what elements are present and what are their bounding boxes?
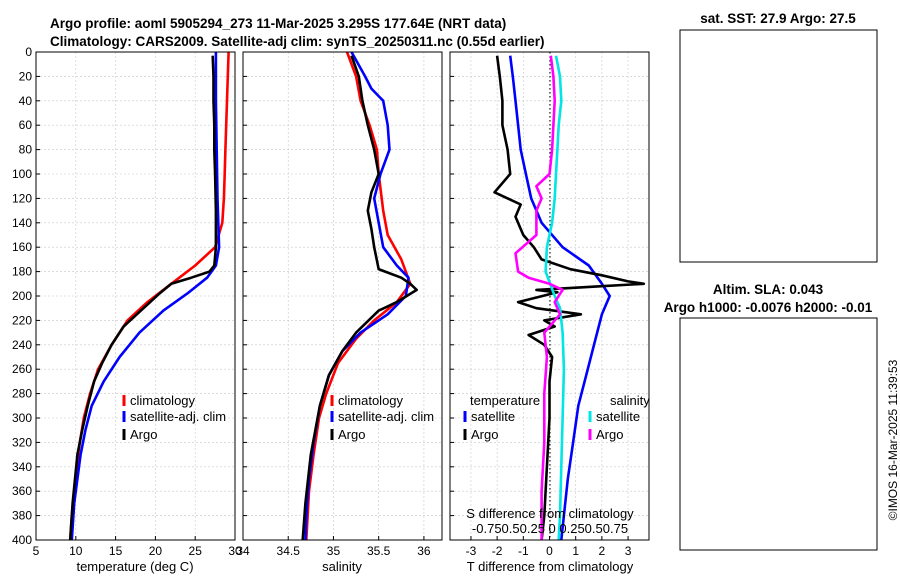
s-difference-xlabel: S difference from climatology	[466, 506, 634, 521]
x-tick-label: 3	[625, 544, 632, 558]
difference-panel: -3 -2 -1 0 1 2 3 T difference from climatology…	[449, 51, 650, 574]
x-tick-label: 34.5	[277, 544, 301, 558]
salinity-xlabel: salinity	[322, 559, 362, 574]
legend-label: Argo	[338, 427, 365, 442]
legend-label: satellite-adj. clim	[338, 409, 434, 424]
x-tick-label: 5	[33, 544, 40, 558]
x-tick-label: -1	[518, 544, 529, 558]
legend-label: climatology	[130, 393, 196, 408]
x-tick-label: 1	[572, 544, 579, 558]
x-tick-label: 10	[69, 544, 83, 558]
legend-label: climatology	[338, 393, 404, 408]
x-tick-label: 35.5	[367, 544, 391, 558]
legend-label: satellite	[471, 409, 515, 424]
legend-label: Argo	[471, 427, 498, 442]
x-tick-label: 36	[417, 544, 431, 558]
series-t-argo	[493, 55, 646, 541]
imos-timestamp: ©IMOS 16-Mar-2025 11:39:53	[886, 359, 900, 520]
figure-title-2: Climatology: CARS2009. Satellite-adj cli…	[50, 34, 544, 49]
y-tick-label: 260	[12, 362, 32, 376]
series-s-satellite	[544, 55, 566, 541]
x-tick-label: -3	[466, 544, 477, 558]
series-s-argo	[514, 55, 564, 540]
figure-title-1: Argo profile: aoml 5905294_273 11-Mar-20…	[50, 16, 506, 31]
temperature-panel: 0 20 40 60 80 100 120 140 160 180 200 220 240 260 280 3…	[12, 45, 242, 574]
difference-legend: temperature salinitysatelliteArgosatellit…	[463, 393, 650, 442]
x-tick-label: 34	[236, 544, 250, 558]
sla-map-title: Altim. SLA: 0.043	[713, 282, 824, 297]
legend-label: Argo	[130, 427, 157, 442]
series-climatology	[305, 51, 412, 541]
legend-label: Argo	[596, 427, 623, 442]
y-tick-label: 320	[12, 435, 32, 449]
y-tick-label: 180	[12, 265, 32, 279]
legend-header-temperature: temperature	[470, 393, 540, 408]
x-tick-label: 30	[228, 544, 242, 558]
x-tick-label: 20	[149, 544, 163, 558]
sst-map-panel	[679, 29, 878, 263]
y-tick-label: 80	[19, 143, 33, 157]
series-argo	[301, 55, 419, 541]
difference-xlabel: T difference from climatology	[467, 559, 634, 574]
sst-map-title: sat. SST: 27.9 Argo: 27.5	[700, 11, 856, 26]
x-tick-label: -2	[492, 544, 503, 558]
series-argo	[68, 55, 218, 541]
y-tick-label: 400	[12, 533, 32, 547]
y-tick-label: 340	[12, 460, 32, 474]
y-tick-label: 200	[12, 289, 32, 303]
series-satellite-adj-clim	[70, 52, 221, 541]
sst-map-frame	[679, 29, 878, 263]
x-tick-label: 2	[599, 544, 606, 558]
x-tick-label: 0	[546, 544, 553, 558]
s-difference-ticks: -0.750.50.25 0 0.250.50.75	[472, 521, 628, 536]
y-tick-label: 220	[12, 313, 32, 327]
legend-header-salinity: salinity	[610, 393, 650, 408]
y-tick-label: 300	[12, 411, 32, 425]
x-tick-label: 15	[109, 544, 123, 558]
x-tick-label: 25	[189, 544, 203, 558]
series-t-satellite	[508, 55, 612, 541]
x-tick-label: 35	[327, 544, 341, 558]
legend-label: satellite-adj. clim	[130, 409, 226, 424]
y-tick-label: 380	[12, 509, 32, 523]
y-tick-label: 40	[19, 94, 33, 108]
y-tick-label: 160	[12, 240, 32, 254]
y-tick-label: 120	[12, 191, 32, 205]
salinity-panel: 34 34.5 35 35.5 36 salinity climatologysatel…	[236, 51, 443, 574]
temperature-xlabel: temperature (deg C)	[76, 559, 193, 574]
sla-map-panel	[679, 317, 878, 551]
y-tick-label: 20	[19, 69, 33, 83]
y-tick-label: 140	[12, 216, 32, 230]
y-tick-label: 360	[12, 484, 32, 498]
y-tick-label: 100	[12, 167, 32, 181]
y-tick-label: 280	[12, 387, 32, 401]
sla-map-title-2: Argo h1000: -0.0076 h2000: -0.01	[664, 300, 873, 315]
y-tick-label: 240	[12, 338, 32, 352]
y-tick-label: 60	[19, 118, 33, 132]
sla-map-frame	[679, 317, 878, 551]
legend-label: satellite	[596, 409, 640, 424]
y-tick-label: 0	[25, 45, 32, 59]
